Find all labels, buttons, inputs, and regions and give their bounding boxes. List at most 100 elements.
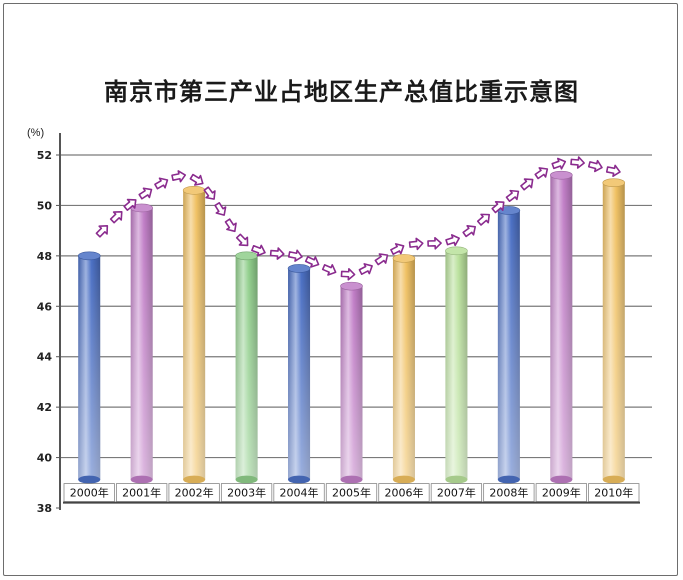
trend-arrow-icon bbox=[138, 187, 153, 200]
y-tick-label: 44 bbox=[37, 351, 53, 364]
bar-base bbox=[550, 475, 573, 484]
trend-arrow-icon bbox=[476, 213, 490, 226]
trend-arrow-icon bbox=[390, 243, 405, 256]
trend-arrow-icon bbox=[587, 159, 603, 173]
trend-arrow-icon bbox=[427, 236, 442, 250]
trend-arrow-icon bbox=[605, 164, 621, 177]
bar-base bbox=[445, 475, 468, 484]
trend-arrow-icon bbox=[321, 264, 337, 276]
trend-arrow-icon bbox=[269, 247, 285, 260]
bar-highlight bbox=[497, 210, 520, 480]
bar-cap bbox=[445, 246, 468, 256]
trend-arrow-layer bbox=[95, 156, 621, 281]
bar-highlight bbox=[340, 286, 363, 480]
bar bbox=[287, 264, 311, 484]
bar-base bbox=[392, 475, 415, 484]
x-tick-label: 2004年 bbox=[280, 486, 319, 500]
trend-arrow-icon bbox=[505, 189, 520, 203]
bar bbox=[497, 206, 521, 484]
x-tick-label: 2009年 bbox=[542, 486, 581, 500]
bar-cap bbox=[235, 251, 258, 261]
trend-arrow-icon bbox=[304, 256, 320, 268]
bar-cap bbox=[77, 251, 101, 261]
bar-cap bbox=[182, 186, 206, 195]
trend-arrow-icon bbox=[534, 167, 549, 180]
bar-layer bbox=[77, 170, 626, 484]
trend-arrow-icon bbox=[189, 173, 204, 186]
bar-base bbox=[183, 475, 206, 484]
trend-arrow-icon bbox=[520, 178, 534, 191]
x-tick-label: 2002年 bbox=[175, 486, 214, 500]
trend-arrow-icon bbox=[154, 177, 169, 190]
y-tick-label: 40 bbox=[37, 452, 53, 465]
trend-arrow-icon bbox=[340, 267, 356, 281]
x-tick-label: 2007年 bbox=[437, 486, 476, 500]
trend-arrow-icon bbox=[287, 249, 303, 262]
x-tick-label: 2006年 bbox=[384, 486, 423, 500]
trend-arrow-icon bbox=[203, 186, 216, 200]
bar-base bbox=[130, 475, 153, 484]
trend-arrow-icon bbox=[171, 170, 187, 183]
bar-highlight bbox=[288, 268, 311, 480]
bar-base bbox=[78, 475, 101, 484]
trend-arrow-icon bbox=[123, 198, 137, 211]
bar-highlight bbox=[602, 182, 625, 480]
y-tick-label: 38 bbox=[37, 502, 52, 515]
trend-arrow-icon bbox=[214, 201, 227, 216]
bar bbox=[77, 251, 101, 484]
bar-highlight bbox=[183, 190, 206, 480]
bar-cap bbox=[392, 254, 416, 263]
bar bbox=[130, 203, 153, 484]
axis-layer: 38 40 42 44 46 48 50 52 bbox=[37, 133, 61, 515]
bar-highlight bbox=[392, 258, 415, 480]
x-tick-label: 2001年 bbox=[122, 486, 161, 500]
x-tick-label: 2005年 bbox=[332, 486, 371, 500]
bar-cap bbox=[550, 170, 573, 180]
bar-highlight bbox=[445, 250, 468, 480]
trend-arrow-icon bbox=[251, 244, 266, 257]
bar bbox=[445, 246, 468, 484]
chart-title: 南京市第三产业占地区生产总值比重示意图 bbox=[104, 77, 579, 106]
bar-highlight bbox=[78, 255, 101, 480]
bar bbox=[340, 281, 363, 484]
y-tick-label: 46 bbox=[37, 300, 53, 313]
trend-arrow-icon bbox=[374, 253, 389, 266]
bar-base bbox=[602, 475, 625, 484]
bar bbox=[392, 254, 416, 484]
bar-cap bbox=[287, 264, 311, 273]
trend-arrow-icon bbox=[95, 225, 109, 238]
bar-cap bbox=[340, 281, 363, 291]
bar-base bbox=[288, 475, 311, 484]
bar bbox=[602, 178, 626, 484]
bar-highlight bbox=[130, 207, 153, 480]
y-tick-label: 52 bbox=[37, 149, 52, 162]
trend-arrow-icon bbox=[224, 218, 237, 233]
x-tick-label: 2000年 bbox=[70, 486, 109, 500]
bar bbox=[550, 170, 573, 484]
bar-cap bbox=[602, 178, 626, 188]
bar-base bbox=[235, 475, 258, 484]
y-axis-unit-label: (%) bbox=[27, 127, 45, 139]
x-tick-label: 2008年 bbox=[489, 486, 528, 500]
bar-highlight bbox=[550, 175, 573, 480]
trend-arrow-icon bbox=[408, 237, 424, 251]
trend-arrow-icon bbox=[570, 156, 585, 169]
x-tick-label: 2010年 bbox=[594, 486, 633, 500]
trend-arrow-icon bbox=[551, 157, 567, 170]
y-tick-label: 48 bbox=[37, 250, 52, 263]
trend-arrow-icon bbox=[109, 211, 123, 224]
trend-arrow-icon bbox=[462, 225, 476, 238]
y-tick-label: 42 bbox=[37, 401, 52, 414]
trend-arrow-icon bbox=[491, 201, 505, 214]
trend-arrow-icon bbox=[358, 263, 373, 275]
y-tick-label: 50 bbox=[37, 199, 53, 212]
trend-arrow-icon bbox=[235, 233, 249, 247]
bar-base bbox=[340, 475, 363, 484]
bar bbox=[235, 251, 258, 484]
category-label-layer: 2000年 2001年 2002年 2003年 2004年 2005年 2006年 2007年… bbox=[63, 483, 640, 504]
x-tick-label: 2003年 bbox=[227, 486, 266, 500]
bar-base bbox=[497, 475, 520, 484]
bar-highlight bbox=[235, 255, 258, 480]
trend-arrow-icon bbox=[445, 234, 460, 247]
